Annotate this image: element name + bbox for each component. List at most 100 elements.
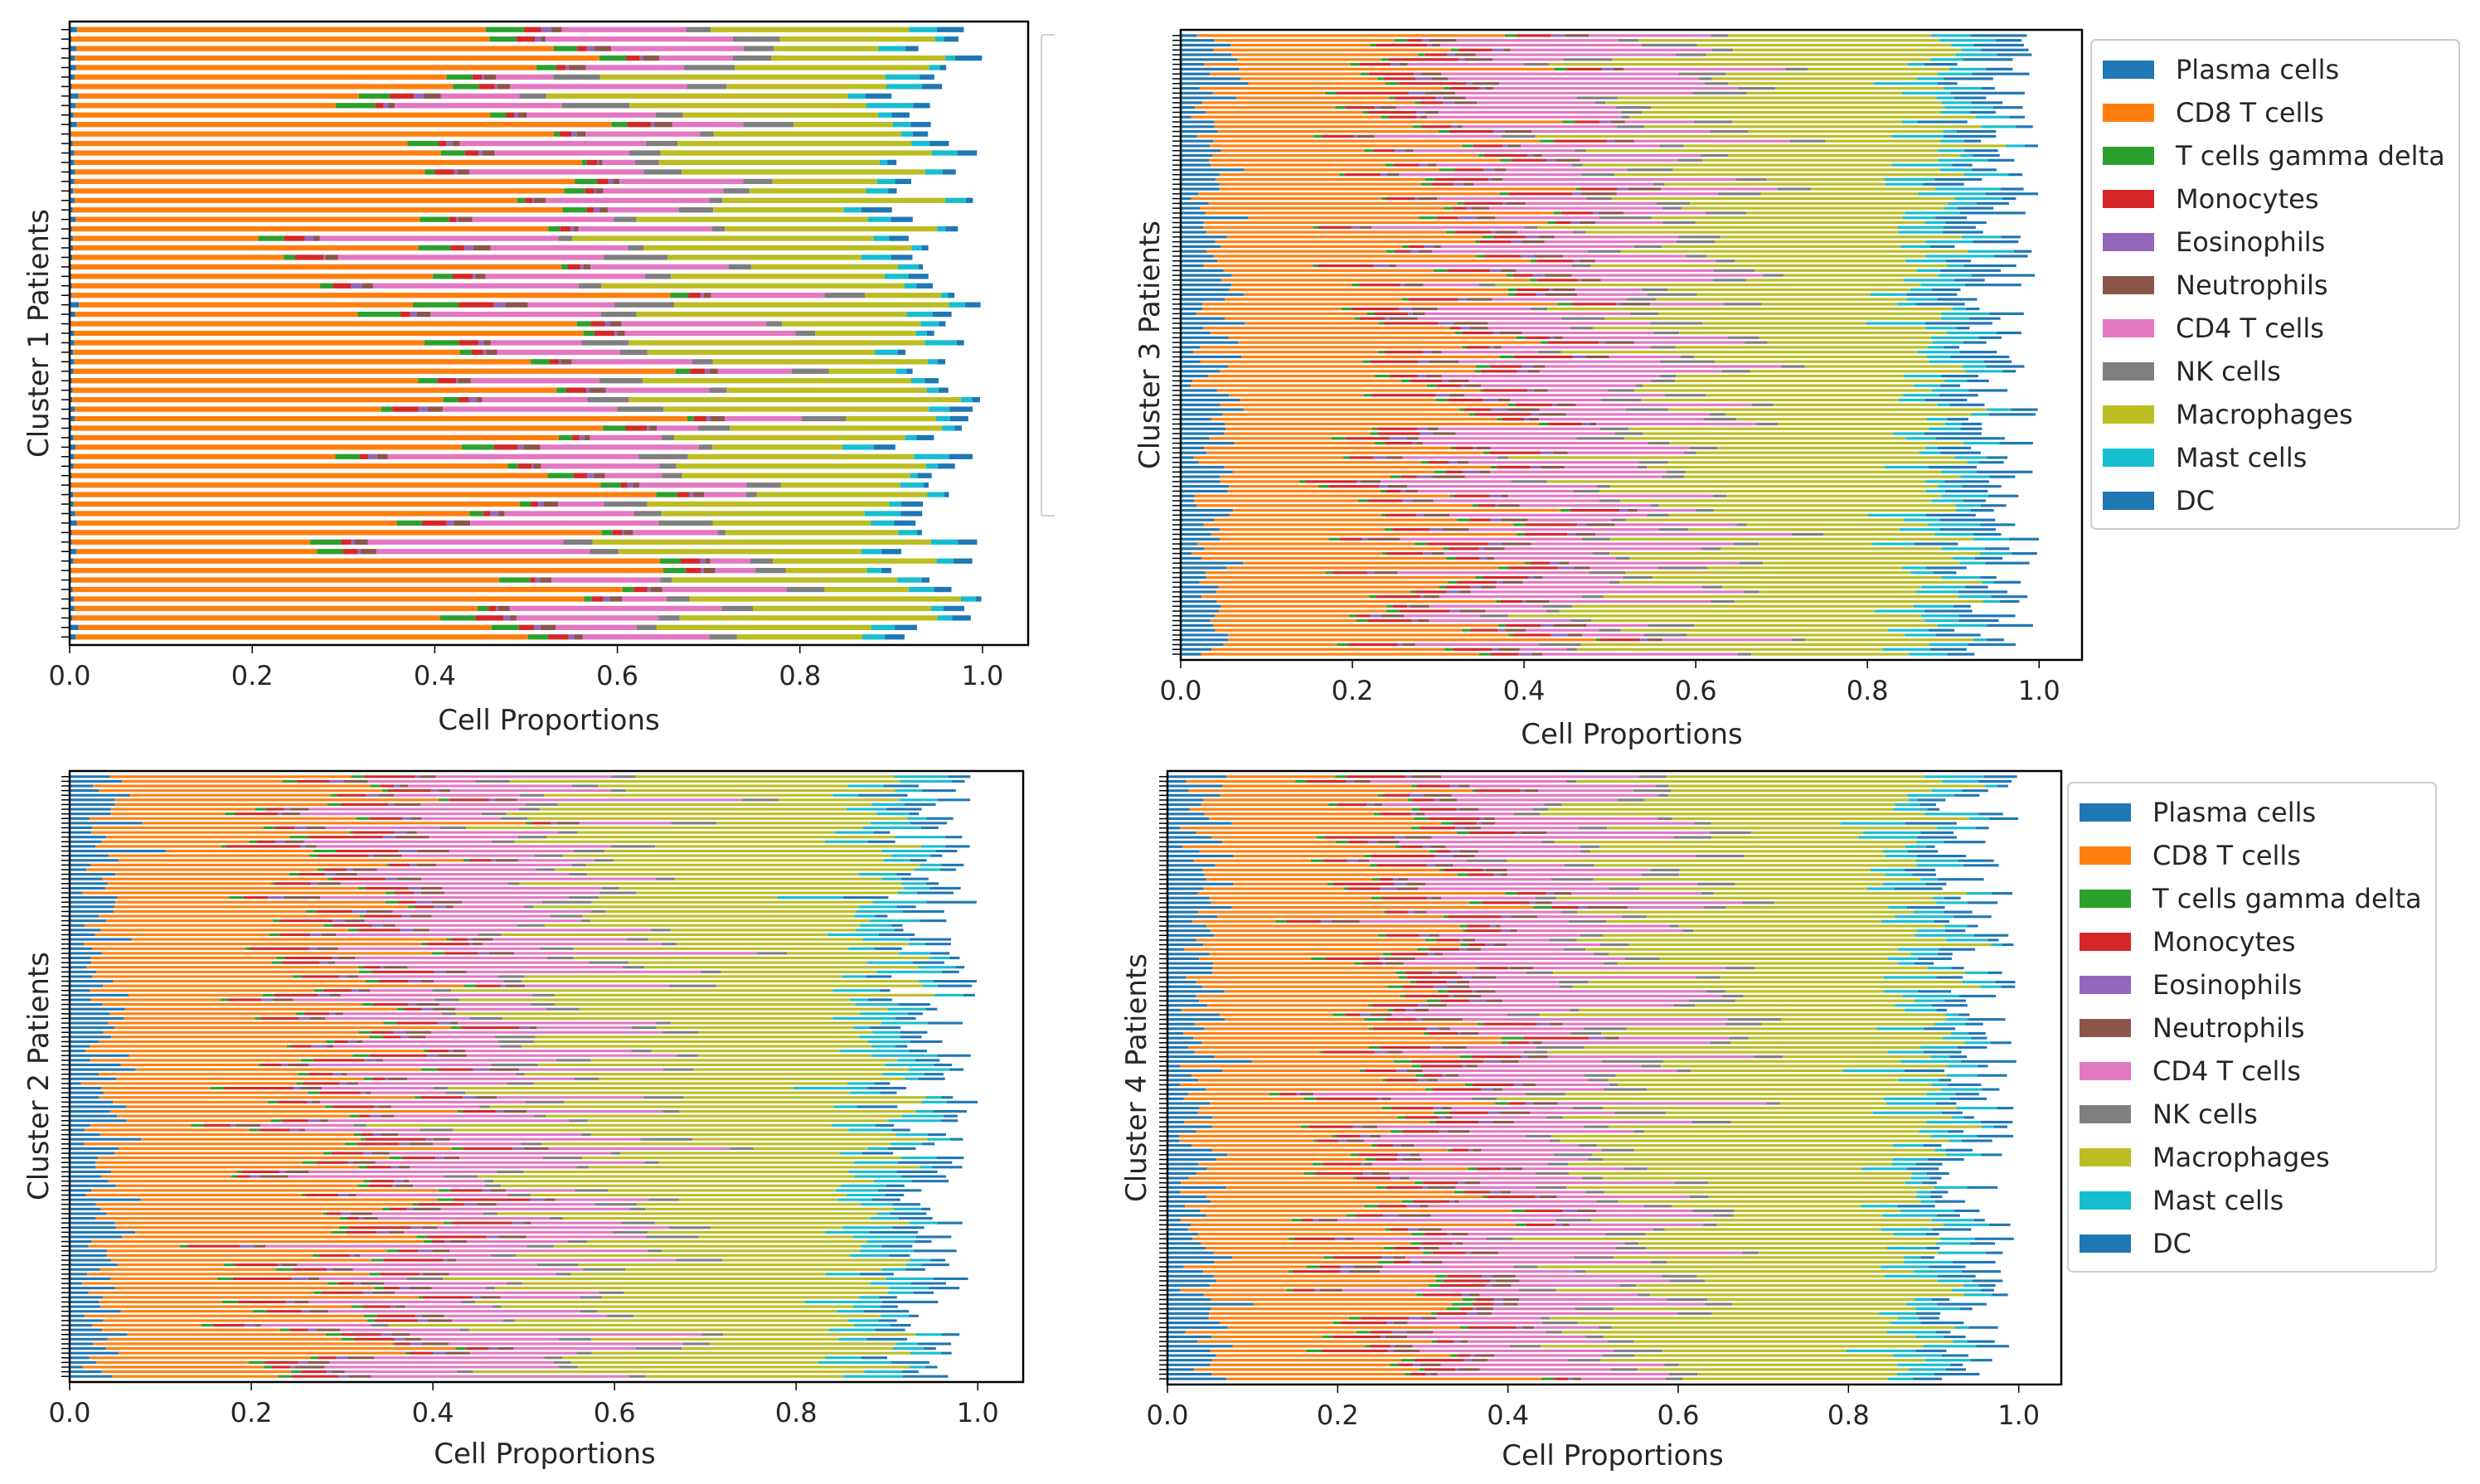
bar-segment-monocytes (1399, 82, 1466, 85)
bar-segment-plasma-cells (1181, 327, 1204, 330)
bar-segment-cd4-t-cells (555, 1198, 649, 1201)
bar-segment-monocytes (264, 1360, 298, 1364)
bar-segment-cd4-t-cells (410, 1166, 577, 1169)
bar-segment-nk-cells (1526, 1134, 1552, 1137)
bar-segment-macrophages (1634, 389, 1933, 392)
bar-segment-cd4-t-cells (435, 775, 611, 778)
bar-segment-t-cells-gamma-delta (453, 84, 479, 90)
bar-segment-plasma-cells (70, 1147, 119, 1150)
bar-segment-macrophages (1674, 379, 1945, 382)
bar-segment-monocytes (262, 1063, 282, 1067)
bar-segment-eosinophils (1458, 1181, 1465, 1185)
bar-segment-macrophages (1572, 985, 1981, 988)
bar-segment-mast-cells (1894, 807, 1928, 811)
bar-segment-mast-cells (1940, 317, 1969, 320)
bar-segment-nk-cells (1615, 556, 1630, 560)
bar-segment-eosinophils (1469, 999, 1487, 1002)
bar-segment-macrophages (723, 1333, 916, 1336)
bar-segment-plasma-cells (1167, 882, 1234, 885)
bar-segment-dc (1944, 841, 1986, 844)
bar-segment-dc (2024, 144, 2038, 148)
bar-segment-cd8-t-cells (89, 1356, 310, 1360)
bar-segment-nk-cells (1704, 418, 1737, 421)
bar-segment-cd4-t-cells (1449, 513, 1648, 516)
bar-segment-nk-cells (756, 952, 788, 955)
bar-segment-plasma-cells (70, 1277, 111, 1280)
bar-segment-dc (1907, 850, 1939, 853)
bar-segment-dc (881, 549, 901, 555)
bar-segment-eosinophils (1416, 475, 1433, 478)
bar-segment-monocytes (324, 868, 347, 871)
bar-segment-nk-cells (491, 840, 515, 843)
bar-segment-monocytes (1386, 489, 1401, 493)
bar-segment-neutrophils (320, 1119, 328, 1123)
bar-segment-neutrophils (450, 1240, 467, 1244)
bar-segment-mast-cells (837, 1310, 864, 1313)
bar-segment-neutrophils (541, 36, 546, 42)
bar-segment-macrophages (590, 1133, 896, 1137)
bar-segment-mast-cells (914, 453, 949, 459)
bar-segment-t-cells-gamma-delta (325, 1333, 342, 1336)
bar-segment-eosinophils (1361, 1162, 1366, 1166)
bar-segment-cd8-t-cells (1210, 331, 1456, 335)
bar-segment-cd8-t-cells (71, 530, 602, 536)
bar-segment-mast-cells (1942, 575, 1981, 580)
bar-segment-plasma-cells (70, 1337, 108, 1341)
bar-segment-neutrophils (312, 1100, 320, 1103)
bar-segment-macrophages (1773, 403, 1938, 406)
bar-segment-neutrophils (372, 854, 402, 857)
bar-segment-mast-cells (1926, 418, 1948, 421)
bar-segment-cd4-t-cells (1457, 798, 1618, 802)
bar-segment-plasma-cells (1181, 312, 1196, 315)
bar-segment-plasma-cells (70, 1212, 107, 1215)
bar-segment-t-cells-gamma-delta (1381, 196, 1386, 201)
bar-segment-neutrophils (432, 1249, 450, 1253)
bar-segment-t-cells-gamma-delta (1418, 216, 1437, 220)
bar-segment-macrophages (721, 970, 877, 973)
bar-segment-t-cells-gamma-delta (1498, 623, 1506, 627)
bar-segment-cd8-t-cells (1211, 1200, 1402, 1203)
bar-segment-t-cells-gamma-delta (424, 340, 459, 346)
bar-segment-macrophages (478, 1175, 855, 1178)
bar-segment-monocytes (1445, 585, 1471, 589)
bar-segment-macrophages (710, 1342, 897, 1346)
bar-segment-t-cells-gamma-delta (1575, 187, 1580, 191)
bar-segment-neutrophils (1420, 115, 1428, 119)
bar-segment-dc (965, 302, 981, 308)
bar-segment-neutrophils (1541, 465, 1565, 469)
bar-segment-nk-cells (1604, 962, 1618, 965)
bar-segment-neutrophils (1367, 537, 1400, 541)
bar-segment-neutrophils (1521, 831, 1547, 834)
bar-segment-eosinophils (1418, 360, 1429, 363)
bar-segment-eosinophils (482, 1189, 491, 1192)
bar-segment-macrophages (655, 845, 922, 848)
bar-segment-mast-cells (897, 577, 922, 583)
bar-segment-eosinophils (391, 1305, 396, 1308)
bar-segment-plasma-cells (1181, 513, 1230, 516)
bar-segment-cd4-t-cells (1455, 1186, 1536, 1189)
bar-segment-nk-cells (655, 112, 683, 118)
bar-segment-nk-cells (599, 1291, 624, 1294)
bar-segment-monocytes (1376, 1144, 1393, 1147)
bar-segment-plasma-cells (1181, 461, 1199, 464)
bar-segment-neutrophils (1457, 461, 1469, 464)
bar-segment-cd4-t-cells (1376, 1125, 1585, 1128)
bar-segment-macrophages (1642, 110, 1941, 114)
bar-segment-macrophages (671, 274, 885, 279)
bar-segment-macrophages (1750, 370, 1965, 373)
bar-segment-t-cells-gamma-delta (1499, 192, 1510, 196)
bar-segment-neutrophils (1507, 408, 1540, 411)
bar-segment-eosinophils (491, 859, 496, 862)
bar-segment-cd4-t-cells (1407, 878, 1551, 881)
bar-segment-neutrophils (1496, 230, 1517, 234)
bar-segment-neutrophils (1424, 91, 1456, 95)
bar-segment-plasma-cells (1181, 206, 1201, 210)
bar-segment-t-cells-gamma-delta (217, 1277, 233, 1280)
bar-segment-monocytes (1413, 1200, 1449, 1203)
bar-segment-cd8-t-cells (90, 1045, 287, 1048)
bar-segment-plasma-cells (70, 1240, 92, 1244)
bar-segment-dc (1968, 317, 2001, 320)
bar-segment-dc (1976, 201, 2009, 205)
bar-segment-dc (965, 197, 973, 203)
bar-segment-nk-cells (558, 235, 573, 241)
